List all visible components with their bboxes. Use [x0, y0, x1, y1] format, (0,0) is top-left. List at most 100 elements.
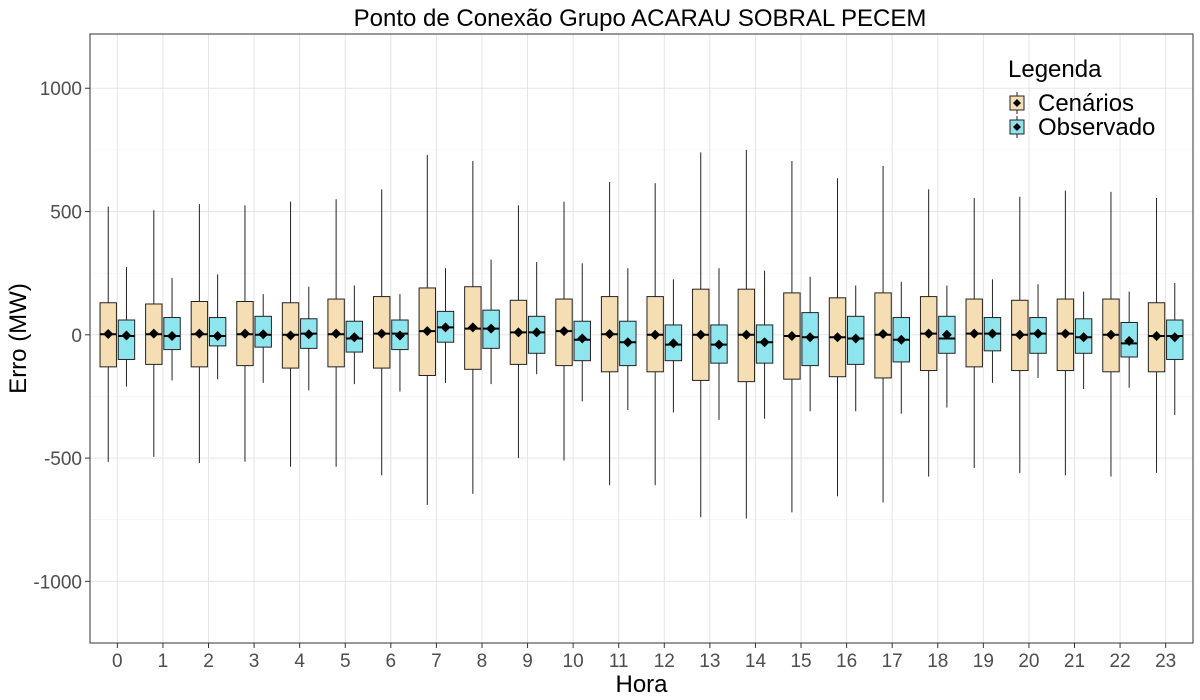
x-tick-label: 0: [112, 651, 123, 672]
box-1-10: [573, 263, 591, 402]
grid: [90, 34, 1193, 643]
mean-marker: [668, 338, 679, 349]
x-tick-label: 9: [522, 651, 533, 672]
box-1-19: [983, 279, 1002, 383]
box-0-16: [828, 178, 847, 497]
y-tick-label: 1000: [40, 79, 82, 100]
x-tick-label: 13: [699, 651, 720, 672]
mean-marker: [394, 330, 405, 341]
box-0-3: [236, 205, 254, 462]
box-1-5: [345, 285, 364, 385]
box-1-4: [300, 286, 318, 391]
x-tick-label: 16: [836, 651, 857, 672]
mean-marker: [1014, 329, 1025, 340]
legend-label-1: Observado: [1038, 114, 1155, 141]
mean-marker: [239, 328, 250, 339]
mean-marker: [486, 323, 497, 334]
x-tick-label: 21: [1064, 651, 1085, 672]
box-0-10: [555, 201, 573, 461]
mean-marker: [422, 326, 433, 337]
mean-marker: [923, 328, 934, 339]
mean-marker: [513, 327, 524, 338]
box-0-5: [327, 199, 345, 467]
box-1-22: [1120, 291, 1138, 388]
mean-marker: [349, 332, 360, 343]
box-1-6: [391, 294, 409, 392]
box-0-2: [190, 204, 209, 464]
box-0-9: [509, 205, 528, 459]
mean-marker: [331, 328, 342, 339]
x-axis: 0 1 2 3 4 5 6 7 8 9 10 11 12 13 14 15 16 17 18 19 20 21 22 23: [112, 643, 1176, 672]
box-1-11: [619, 268, 637, 411]
mean-marker: [167, 331, 178, 342]
x-tick-label: 14: [745, 651, 767, 672]
chart-title: Ponto de Conexão Grupo ACARAU SOBRAL PEC…: [354, 5, 927, 32]
box-0-7: [418, 154, 436, 505]
box-1-0: [117, 266, 136, 387]
mean-marker: [1033, 328, 1044, 339]
x-tick-label: 7: [431, 651, 442, 672]
x-tick-label: 23: [1155, 651, 1176, 672]
box-1-20: [1029, 284, 1047, 378]
mean-marker: [604, 329, 615, 340]
mean-marker: [121, 330, 132, 341]
mean-marker: [577, 333, 588, 344]
y-tick-label: -500: [44, 449, 82, 470]
box-1-21: [1074, 291, 1093, 390]
box-1-3: [254, 294, 272, 383]
x-tick-label: 1: [158, 651, 169, 672]
box-1-7: [436, 268, 455, 383]
box-0-17: [874, 165, 892, 503]
box-0-12: [646, 183, 664, 486]
x-tick-label: 5: [340, 651, 351, 672]
y-axis: -1000 -500 0 500 1000: [33, 79, 90, 593]
box-0-8: [464, 160, 482, 494]
mean-marker: [194, 328, 205, 339]
y-tick-label: 500: [50, 203, 82, 224]
x-tick-label: 3: [249, 651, 260, 672]
mean-marker: [1078, 332, 1089, 343]
legend-label-0: Cenários: [1038, 90, 1134, 117]
mean-marker: [805, 332, 816, 343]
mean-marker: [650, 329, 661, 340]
mean-marker: [713, 339, 724, 350]
plot-border: [89, 33, 1194, 644]
mean-marker: [440, 322, 451, 333]
box-0-14: [737, 149, 756, 519]
x-tick-label: 2: [203, 651, 214, 672]
x-tick-label: 22: [1110, 651, 1131, 672]
mean-marker: [258, 329, 269, 340]
mean-marker: [1151, 331, 1162, 342]
box-0-19: [965, 197, 983, 468]
box-0-4: [281, 201, 300, 467]
mean-marker: [148, 328, 159, 339]
mean-marker: [559, 326, 570, 337]
mean-marker: [987, 328, 998, 339]
box-0-18: [919, 189, 938, 477]
mean-marker: [531, 327, 542, 338]
box-1-9: [527, 262, 546, 375]
legend-title: Legenda: [1008, 56, 1102, 83]
mean-marker: [941, 329, 952, 340]
mean-marker: [786, 331, 797, 342]
mean-marker: [1060, 328, 1071, 339]
mean-marker: [1169, 332, 1180, 343]
y-tick-label: -1000: [33, 572, 82, 593]
box-1-16: [847, 285, 865, 412]
mean-marker: [103, 329, 114, 340]
box-0-6: [372, 189, 391, 476]
box-0-20: [1011, 196, 1029, 473]
legend-key-mean: [1013, 99, 1021, 107]
mean-marker: [467, 322, 478, 333]
mean-marker: [212, 331, 223, 342]
legend-key-1: [1009, 116, 1025, 138]
boxplot-layer: [99, 149, 1184, 519]
legend-key-0: [1009, 92, 1025, 114]
box-0-23: [1147, 197, 1166, 473]
mean-marker: [376, 328, 387, 339]
x-tick-label: 20: [1018, 651, 1039, 672]
mean-marker: [303, 329, 314, 340]
box-1-13: [710, 268, 728, 420]
box-1-18: [938, 285, 956, 408]
